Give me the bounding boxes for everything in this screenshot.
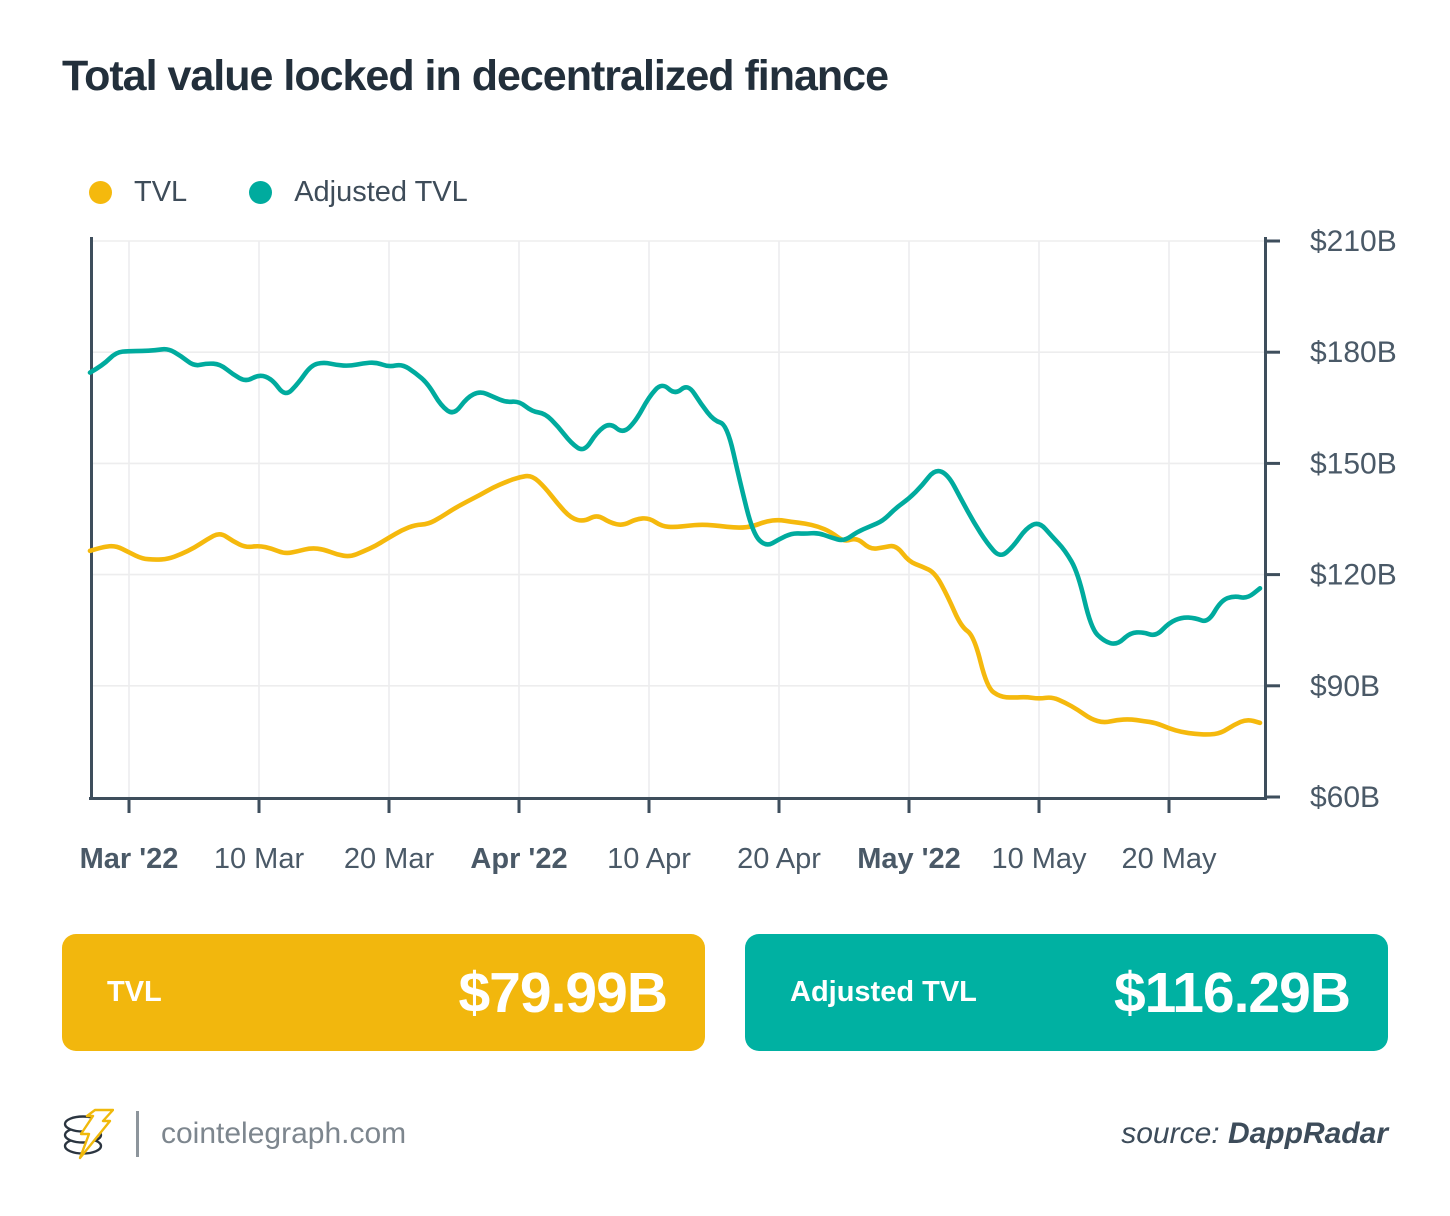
legend-label-tvl: TVL <box>134 176 188 208</box>
x-tick-label: Apr '22 <box>470 843 567 875</box>
x-tick-label: 10 May <box>991 843 1087 875</box>
tvl-card-value: $79.99B <box>458 960 668 1025</box>
y-tick-label: $150B <box>1310 447 1397 480</box>
x-tick-label: 10 Mar <box>214 843 305 875</box>
adjusted-tvl-card-value: $116.29B <box>1113 960 1351 1025</box>
series-line-adjusted-tvl <box>87 346 1263 646</box>
series-line-tvl <box>87 473 1263 737</box>
summary-cards: TVL $79.99B Adjusted TVL $116.29B <box>62 934 1388 1051</box>
tvl-dot-icon <box>89 181 112 204</box>
chart-legend: TVL Adjusted TVL <box>89 176 468 209</box>
x-tick-label: 10 Apr <box>607 843 691 875</box>
footer-site-url: cointelegraph.com <box>161 1117 407 1150</box>
y-tick-label: $180B <box>1310 336 1397 369</box>
page-title: Total value locked in decentralized fina… <box>62 52 889 100</box>
x-tick-label: 20 May <box>1121 843 1217 875</box>
legend-label-adjusted-tvl: Adjusted TVL <box>294 176 468 208</box>
x-tick-label: 20 Mar <box>344 843 435 875</box>
tvl-line-chart: Mar '22 10 Mar 20 Mar Apr '22 10 Apr 20 Apr Ma… <box>80 225 1397 875</box>
adjusted-tvl-card: Adjusted TVL $116.29B <box>745 934 1388 1051</box>
footer-divider <box>136 1111 139 1157</box>
adjusted-tvl-dot-icon <box>249 181 273 204</box>
source-name: DappRadar <box>1227 1117 1388 1150</box>
tvl-card-label: TVL <box>107 976 162 1008</box>
x-tick-label: May '22 <box>857 843 961 875</box>
source-credit: source: DappRadar <box>1121 1117 1388 1151</box>
y-tick-label: $120B <box>1310 559 1397 592</box>
tvl-card: TVL $79.99B <box>62 934 705 1051</box>
legend-item-adjusted-tvl: Adjusted TVL <box>249 176 468 209</box>
y-tick-label: $60B <box>1310 781 1380 814</box>
x-tick-label: Mar '22 <box>80 843 179 875</box>
source-prefix: source: <box>1121 1117 1228 1150</box>
y-tick-label: $90B <box>1310 670 1380 703</box>
legend-item-tvl: TVL <box>89 176 187 209</box>
cointelegraph-logo-icon <box>63 1108 114 1160</box>
footer: cointelegraph.com source: DappRadar <box>62 1096 1388 1172</box>
footer-branding: cointelegraph.com <box>62 1106 406 1162</box>
lightning-bolt-icon <box>78 1108 114 1160</box>
adjusted-tvl-card-label: Adjusted TVL <box>790 976 977 1008</box>
x-tick-label: 20 Apr <box>737 843 821 875</box>
y-tick-label: $210B <box>1310 225 1397 258</box>
